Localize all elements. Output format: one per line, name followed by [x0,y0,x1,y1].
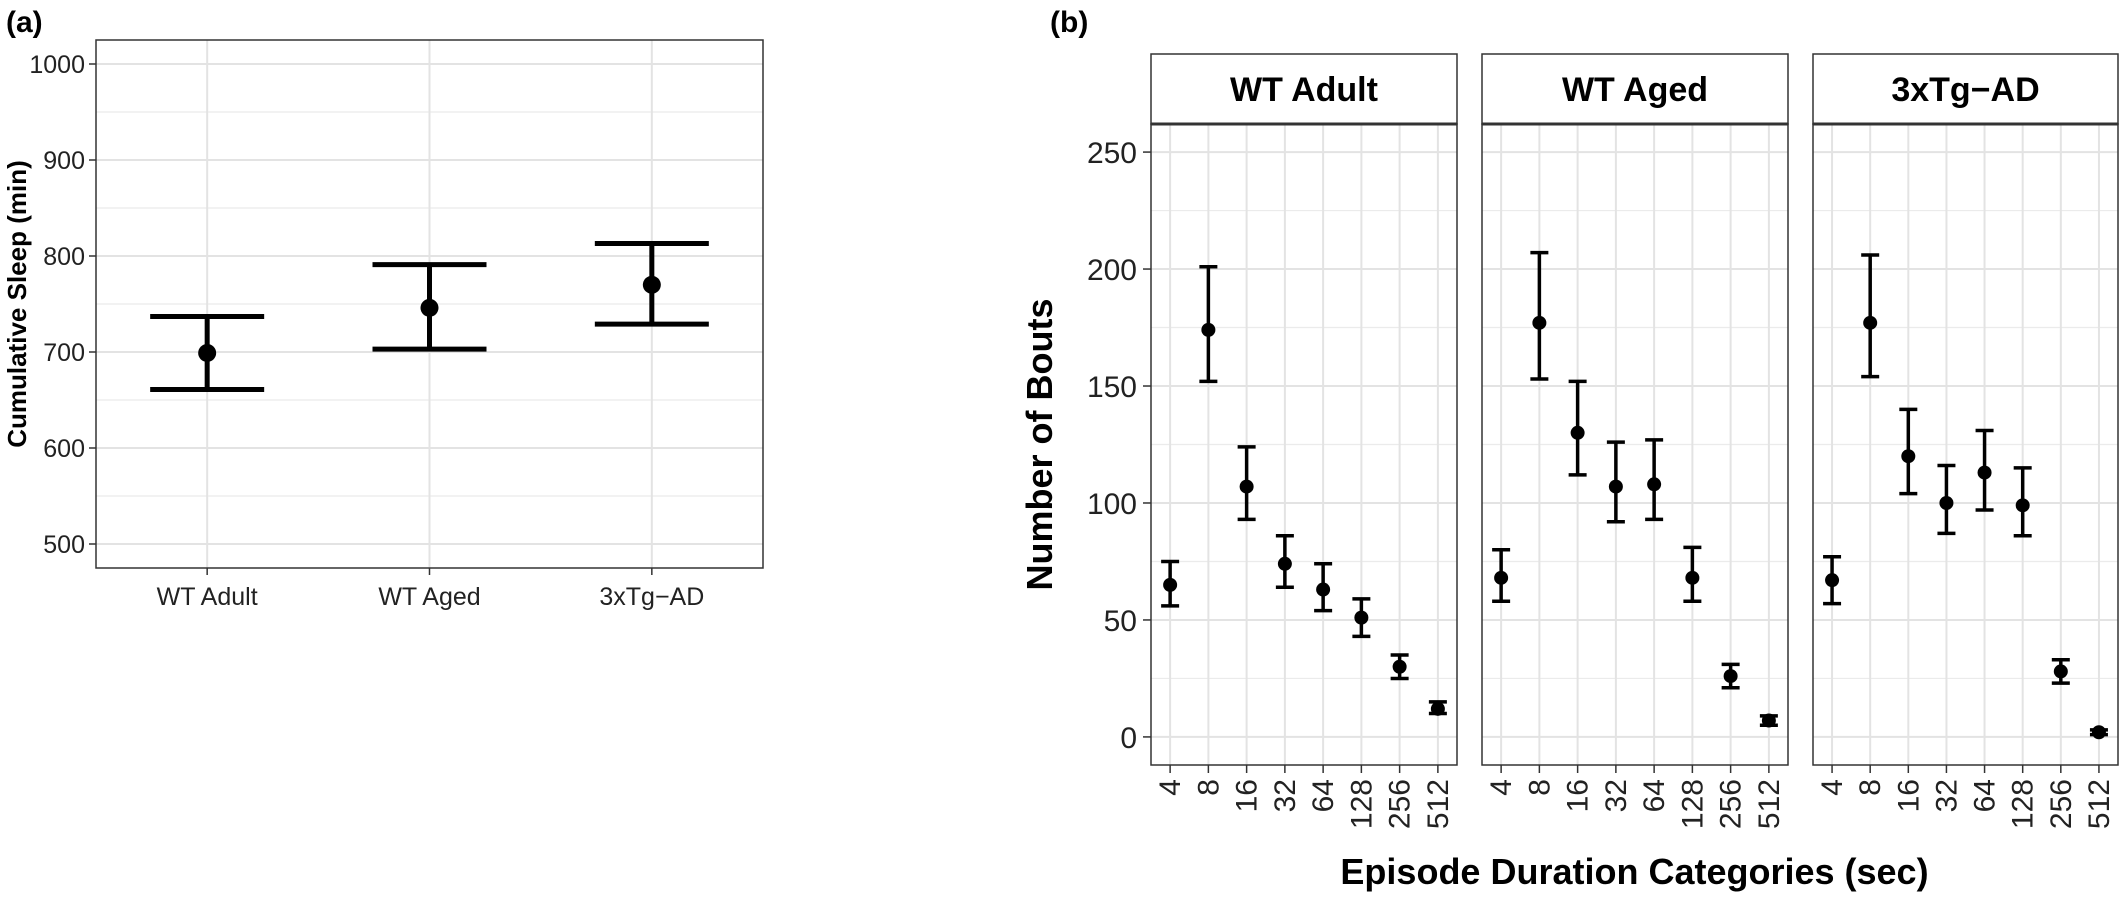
y-tick-label-a: 600 [43,435,85,463]
data-point-b [1608,479,1623,494]
data-point-b [1685,570,1700,585]
x-tick-label-b: 64 [1307,779,1340,812]
facet-strip [1150,53,1458,125]
data-point-b [1761,713,1776,728]
x-tick-label-b: 128 [1345,779,1378,829]
facet-1: WT Adult 4 8 16 32 64 128 256 512 [1150,53,1458,829]
x-tick-label-b: 32 [1269,779,1302,812]
data-point-b [1939,495,1954,510]
x-tick-label-b: 64 [1969,779,2002,812]
data-point-b [1239,479,1254,494]
y-tick-label-a: 900 [43,147,85,175]
panel-label-a: (a) [6,6,43,39]
y-tick-label-a: 700 [43,339,85,367]
data-point-b [1163,577,1178,592]
x-tick-label-b: 8 [1192,779,1225,796]
x-tick-label-b: 256 [1384,779,1417,829]
y-axis-title-b: Number of Bouts [1019,299,1060,591]
x-tick-label-b: 512 [1422,779,1455,829]
data-point-b [2091,725,2106,740]
x-tick-label-b: 128 [2007,779,2040,829]
x-tick-label-b: 64 [1638,779,1671,812]
x-tick-label-b: 512 [1753,779,1786,829]
data-point-a [420,298,439,317]
facet-strip [1812,53,2119,125]
facet-3: 3xTg−AD 4 8 16 32 64 128 256 512 [1812,53,2119,829]
data-point-b [1532,315,1547,330]
data-point-b [1647,477,1662,492]
x-tick-label-a: WT Aged [378,583,480,611]
x-tick-label-b: 16 [1892,779,1925,812]
x-tick-label-b: 8 [1523,779,1556,796]
data-point-b [1723,669,1738,684]
x-axis-title-b: Episode Duration Categories (sec) [1340,851,1928,892]
y-tick-label-b: 250 [1087,137,1137,170]
data-point-b [1201,322,1216,337]
data-point-b [1392,659,1407,674]
y-tick-label-a: 800 [43,243,85,271]
x-tick-label-b: 4 [1154,779,1187,796]
y-tick-label-a: 500 [43,531,85,559]
data-point-b [1977,465,1992,480]
data-point-a [198,343,217,362]
data-point-a [642,275,661,294]
y-tick-label-b: 200 [1087,254,1137,287]
x-tick-label-b: 128 [1676,779,1709,829]
y-tick-label-b: 50 [1104,605,1137,638]
data-point-b [1430,701,1445,716]
x-tick-label-b: 32 [1600,779,1633,812]
panel-label-b: (b) [1050,6,1088,39]
y-axis-title-a: Cumulative Sleep (min) [2,160,32,448]
y-tick-label-b: 100 [1087,488,1137,521]
x-tick-label-a: WT Adult [157,583,258,611]
data-point-b [2015,498,2030,513]
y-tick-label-b: 0 [1120,722,1137,755]
data-point-b [2053,664,2068,679]
facet-strip-label: 3xTg−AD [1891,71,2039,109]
errorbar-b [1861,253,1880,379]
facet-strip-label: WT Aged [1562,71,1708,109]
x-tick-label-b: 4 [1816,779,1849,796]
x-tick-label-b: 4 [1485,779,1518,796]
facet-2: WT Aged 4 8 16 32 64 128 256 512 [1481,53,1789,829]
data-point-b [1354,610,1369,625]
x-tick-label-b: 16 [1562,779,1595,812]
x-tick-label-b: 16 [1231,779,1264,812]
data-point-b [1863,315,1878,330]
y-tick-label-b: 150 [1087,371,1137,404]
x-tick-label-b: 32 [1930,779,1963,812]
data-point-b [1825,573,1840,588]
data-point-b [1901,449,1916,464]
data-point-b [1316,582,1331,597]
y-tick-label-a: 1000 [29,51,85,79]
x-tick-label-b: 8 [1854,779,1887,796]
facet-strip-label: WT Adult [1230,71,1378,109]
data-point-b [1570,425,1585,440]
data-point-b [1494,570,1509,585]
data-point-b [1277,556,1292,571]
x-tick-label-b: 256 [2045,779,2078,829]
x-tick-label-a: 3xTg−AD [599,583,704,611]
chart-a: 500 600 700 800 900 1000 WT Adult WT Aged 3xTg−A… [2,39,764,611]
errorbar-b [1530,250,1549,381]
x-tick-label-b: 256 [1715,779,1748,829]
x-tick-label-b: 512 [2083,779,2116,829]
facet-strip [1481,53,1789,125]
